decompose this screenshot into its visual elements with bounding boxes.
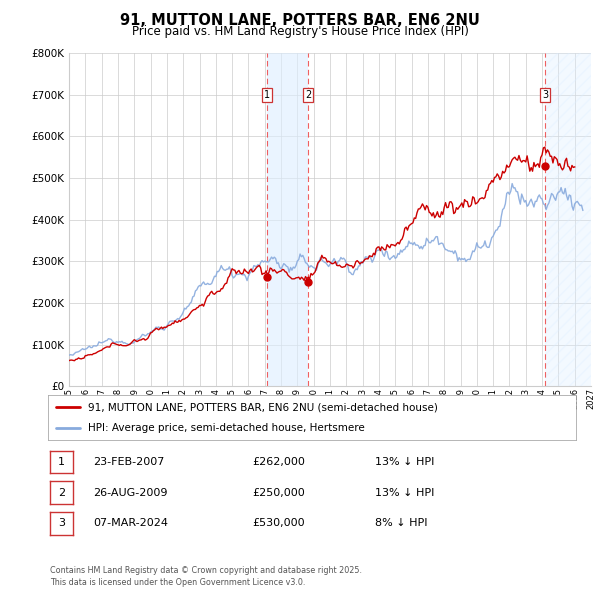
Text: 3: 3 — [58, 519, 65, 528]
Text: Contains HM Land Registry data © Crown copyright and database right 2025.
This d: Contains HM Land Registry data © Crown c… — [50, 566, 362, 587]
Text: 23-FEB-2007: 23-FEB-2007 — [93, 457, 164, 467]
Text: £530,000: £530,000 — [252, 519, 305, 528]
Text: HPI: Average price, semi-detached house, Hertsmere: HPI: Average price, semi-detached house,… — [88, 422, 364, 432]
Text: 2: 2 — [305, 90, 311, 100]
Text: 91, MUTTON LANE, POTTERS BAR, EN6 2NU (semi-detached house): 91, MUTTON LANE, POTTERS BAR, EN6 2NU (s… — [88, 402, 437, 412]
Text: 91, MUTTON LANE, POTTERS BAR, EN6 2NU: 91, MUTTON LANE, POTTERS BAR, EN6 2NU — [120, 13, 480, 28]
Text: £262,000: £262,000 — [252, 457, 305, 467]
Text: 1: 1 — [263, 90, 270, 100]
Text: £250,000: £250,000 — [252, 488, 305, 497]
Text: 13% ↓ HPI: 13% ↓ HPI — [375, 488, 434, 497]
Text: 07-MAR-2024: 07-MAR-2024 — [93, 519, 168, 528]
Text: 26-AUG-2009: 26-AUG-2009 — [93, 488, 167, 497]
Text: 1: 1 — [58, 457, 65, 467]
Text: 8% ↓ HPI: 8% ↓ HPI — [375, 519, 427, 528]
Text: 3: 3 — [542, 90, 548, 100]
Text: 2: 2 — [58, 488, 65, 497]
Bar — [267, 53, 308, 386]
Text: Price paid vs. HM Land Registry's House Price Index (HPI): Price paid vs. HM Land Registry's House … — [131, 25, 469, 38]
Text: 13% ↓ HPI: 13% ↓ HPI — [375, 457, 434, 467]
Bar — [545, 53, 591, 386]
